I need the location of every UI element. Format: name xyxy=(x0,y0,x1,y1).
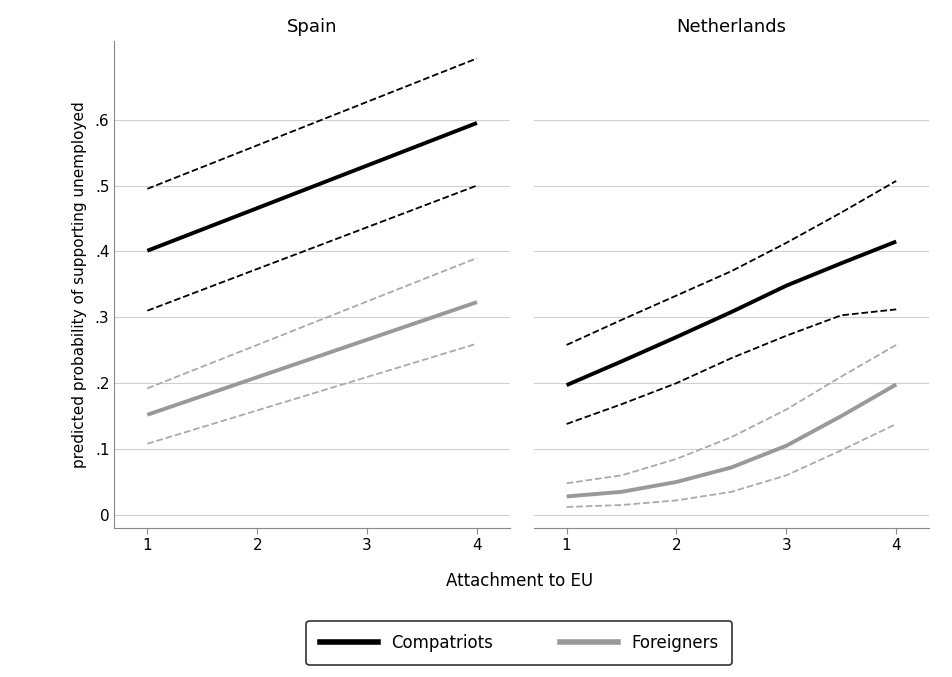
Legend: Compatriots, Foreigners: Compatriots, Foreigners xyxy=(307,621,731,665)
Y-axis label: predicted probability of supporting unemployed: predicted probability of supporting unem… xyxy=(71,101,87,468)
Title: Spain: Spain xyxy=(287,18,337,37)
Text: Attachment to EU: Attachment to EU xyxy=(446,571,592,590)
Title: Netherlands: Netherlands xyxy=(676,18,785,37)
